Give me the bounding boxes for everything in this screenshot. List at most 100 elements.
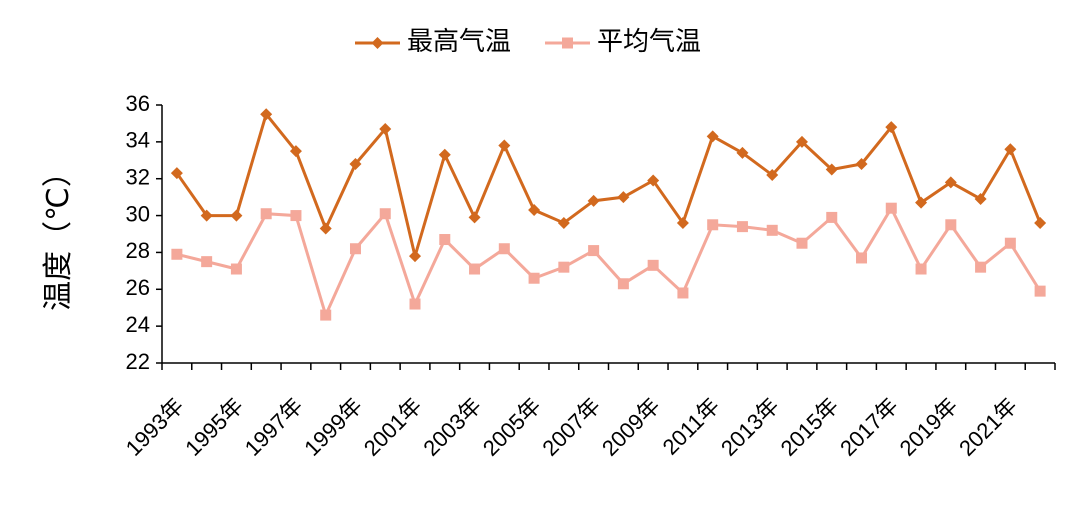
data-point xyxy=(647,259,659,271)
legend: 最高气温 平均气温 xyxy=(355,26,701,56)
y-tick-label: 26 xyxy=(126,275,150,300)
y-tick-label: 30 xyxy=(126,201,150,226)
x-tick-label: 1995年 xyxy=(180,393,248,461)
series-layer xyxy=(170,108,1047,321)
data-point xyxy=(706,130,719,143)
series-line xyxy=(176,205,1042,320)
data-point xyxy=(230,209,243,222)
data-point xyxy=(409,298,421,310)
data-point xyxy=(290,210,302,222)
data-point xyxy=(676,216,689,229)
data-point xyxy=(319,222,332,235)
data-point xyxy=(975,261,987,273)
data-point xyxy=(498,139,511,152)
x-tick-label: 2009年 xyxy=(597,393,665,461)
data-point xyxy=(766,169,779,182)
data-point xyxy=(944,176,957,189)
x-tick-label: 1997年 xyxy=(240,393,308,461)
data-point xyxy=(588,245,600,257)
y-axis: 22 24 26 28 30 32 34 36 xyxy=(126,91,163,374)
data-point xyxy=(320,309,332,321)
x-tick-label: 2017年 xyxy=(835,393,903,461)
data-point xyxy=(498,243,510,255)
data-point xyxy=(945,219,957,231)
data-point xyxy=(736,221,748,233)
x-axis: 1993年1995年1997年1999年2001年2003年2005年2007年… xyxy=(121,362,1056,461)
data-point xyxy=(469,263,481,275)
data-point xyxy=(647,174,660,187)
data-point xyxy=(557,216,570,229)
data-point xyxy=(707,219,719,231)
x-tick-label: 2003年 xyxy=(418,393,486,461)
x-tick-label: 1999年 xyxy=(299,393,367,461)
data-point xyxy=(617,191,630,204)
series-1 xyxy=(170,108,1047,263)
legend-item-2: 平均气温 xyxy=(545,26,701,56)
data-point xyxy=(826,211,838,223)
legend-label: 平均气温 xyxy=(597,26,701,56)
data-point xyxy=(856,252,868,264)
series-line xyxy=(175,111,1042,262)
x-tick-label: 2007年 xyxy=(537,393,605,461)
y-tick-label: 28 xyxy=(126,238,150,263)
data-point xyxy=(528,272,540,284)
data-point xyxy=(796,237,808,249)
y-tick-label: 22 xyxy=(126,349,150,374)
data-point xyxy=(1034,216,1047,229)
legend-marker xyxy=(562,37,573,49)
data-point xyxy=(885,121,898,134)
legend-label: 最高气温 xyxy=(407,26,511,56)
data-point xyxy=(1034,285,1046,297)
data-point xyxy=(915,263,927,275)
legend-item-1: 最高气温 xyxy=(355,26,511,56)
data-point xyxy=(468,211,481,224)
data-point xyxy=(528,204,541,217)
data-point xyxy=(260,208,272,220)
data-point xyxy=(439,234,451,246)
y-tick-label: 32 xyxy=(126,165,150,190)
data-point xyxy=(438,148,451,161)
y-tick-label: 36 xyxy=(126,91,150,116)
data-point xyxy=(915,196,928,209)
series-2 xyxy=(171,202,1046,321)
data-point xyxy=(587,194,600,207)
data-point xyxy=(1004,143,1017,156)
data-point xyxy=(825,163,838,176)
data-point xyxy=(170,167,183,180)
data-point xyxy=(795,135,808,148)
x-tick-label: 2005年 xyxy=(478,393,546,461)
x-tick-label: 2019年 xyxy=(895,393,963,461)
data-point xyxy=(855,157,868,170)
data-point xyxy=(736,146,749,159)
data-point xyxy=(617,278,629,290)
data-point xyxy=(289,145,302,158)
x-tick-label: 2015年 xyxy=(776,393,844,461)
data-point xyxy=(409,250,422,263)
data-point xyxy=(1004,237,1016,249)
data-point xyxy=(230,263,242,275)
data-point xyxy=(200,209,213,222)
x-tick-label: 1993年 xyxy=(121,393,189,461)
legend-marker xyxy=(371,37,384,49)
data-point xyxy=(260,108,273,121)
data-point xyxy=(171,248,183,260)
data-point xyxy=(677,287,689,299)
data-point xyxy=(379,122,392,135)
data-point xyxy=(558,261,570,273)
x-tick-label: 2021年 xyxy=(954,393,1022,461)
data-point xyxy=(885,202,897,214)
x-tick-label: 2001年 xyxy=(359,393,427,461)
data-point xyxy=(349,157,362,170)
data-point xyxy=(349,243,361,255)
data-point xyxy=(201,256,213,268)
y-tick-label: 34 xyxy=(126,128,150,153)
x-tick-label: 2011年 xyxy=(658,393,725,460)
y-axis-title: 温度（℃） xyxy=(42,157,75,311)
data-point xyxy=(974,192,987,205)
x-tick-label: 2013年 xyxy=(716,393,784,461)
data-point xyxy=(766,224,778,236)
y-tick-label: 24 xyxy=(126,312,150,337)
data-point xyxy=(379,208,391,220)
